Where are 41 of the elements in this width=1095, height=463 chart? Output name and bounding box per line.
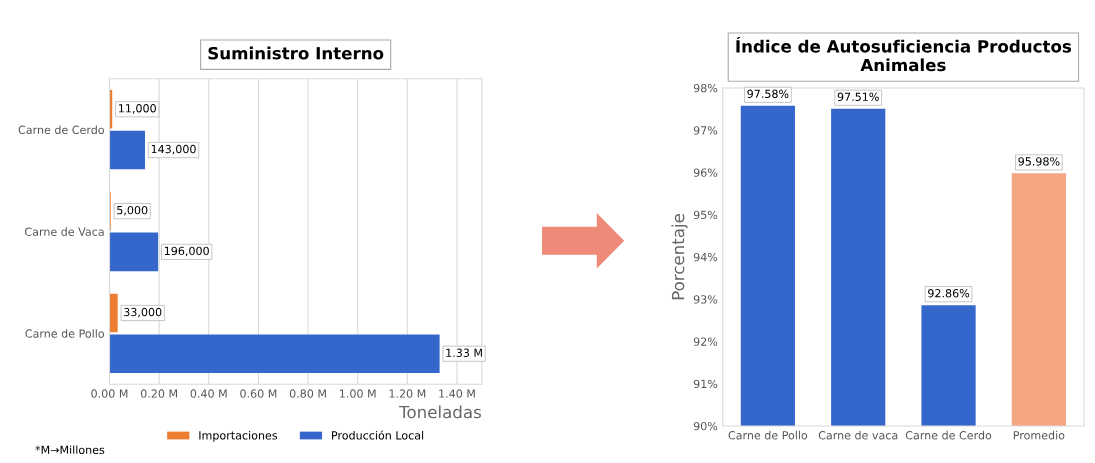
y-tick-label: 93% — [693, 295, 718, 304]
data-label: 97.51% — [837, 92, 879, 101]
data-label: 196,000 — [164, 246, 209, 257]
x-tick-label: Carne de Cerdo — [905, 430, 992, 440]
x-tick-label: 0.20 M — [140, 389, 177, 398]
y-tick-label: 90% — [693, 421, 718, 431]
x-tick-label: 0.60 M — [240, 389, 277, 398]
y-axis-title: Porcentaje — [671, 213, 688, 300]
data-label: 97.58% — [747, 89, 789, 99]
legend-label: Importaciones — [199, 430, 278, 442]
y-tick-label: Carne de Pollo — [25, 329, 105, 338]
y-tick-label: 92% — [693, 337, 718, 346]
y-tick-label: 91% — [693, 379, 718, 389]
data-label: 1.33 M — [446, 348, 482, 357]
x-tick-label: 1.00 M — [339, 389, 376, 398]
data-label: 11,000 — [119, 104, 156, 114]
x-tick-label: 1.20 M — [389, 389, 426, 398]
x-tick-label: Carne de Pollo — [728, 430, 808, 440]
chart-title: Suministro Interno — [208, 46, 384, 60]
y-tick-label: 98% — [693, 83, 718, 93]
y-tick-label: 94% — [693, 252, 718, 262]
x-tick-label: Promedio — [1013, 430, 1065, 440]
data-label: 33,000 — [124, 307, 162, 318]
y-tick-label: Carne de Cerdo — [18, 125, 105, 135]
x-tick-label: Carne de vaca — [818, 430, 898, 440]
x-tick-label: 0.40 M — [190, 389, 227, 398]
x-tick-label: 1.40 M — [439, 389, 475, 398]
x-axis-title: Toneladas — [399, 405, 481, 419]
data-label: 5,000 — [117, 205, 148, 216]
y-tick-label: 97% — [693, 126, 718, 135]
y-tick-label: 95% — [693, 210, 718, 220]
data-label: 143,000 — [151, 144, 196, 155]
data-label: 95.98% — [1018, 157, 1060, 166]
chart-title: Índice de Autosuficiencia Productos Animales — [736, 36, 1072, 72]
text: *M→Millones — [35, 445, 105, 455]
legend-label: Producción Local — [332, 430, 424, 440]
y-tick-label: 96% — [693, 168, 718, 177]
x-tick-label: 0.00 M — [91, 389, 128, 398]
x-tick-label: 0.80 M — [289, 389, 326, 398]
data-label: 92.86% — [928, 289, 970, 298]
y-tick-label: Carne de Vaca — [25, 227, 104, 236]
